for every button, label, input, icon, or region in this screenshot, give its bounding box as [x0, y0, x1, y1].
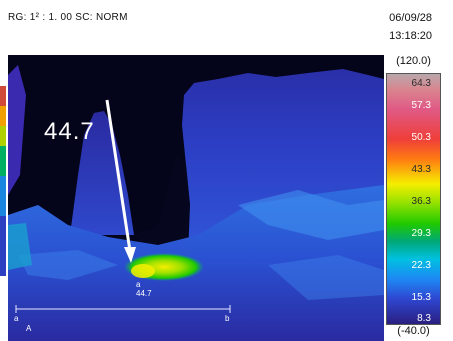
scale-tick: 43.3 — [411, 164, 431, 175]
scale-min-label: (-40.0) — [397, 325, 430, 337]
spot-temperature-label: 44.7 — [44, 118, 95, 145]
scale-tick: 50.3 — [411, 132, 431, 143]
range-readout: RG: 1² : 1. 00 SC: NORM — [8, 12, 128, 23]
scale-tick: 15.3 — [411, 292, 431, 303]
spot-marker-letter: a — [136, 280, 141, 289]
temperature-scale: (120.0) 64.3 57.3 50.3 43.3 36.3 29.3 22… — [386, 55, 441, 341]
scale-tick: 22.3 — [411, 260, 431, 271]
scale-tick: 57.3 — [411, 100, 431, 111]
thermal-image[interactable]: a 44.7 a b A 44.7 — [8, 55, 384, 341]
scale-tick: 36.3 — [411, 196, 431, 207]
time-readout: 13:18:20 — [389, 30, 432, 42]
area-label: A — [26, 324, 32, 333]
scale-max-label: (120.0) — [396, 55, 431, 67]
spot-marker-value: 44.7 — [136, 289, 152, 298]
info-header: RG: 1² : 1. 00 SC: NORM 06/09/28 13:18:2… — [0, 0, 453, 55]
line-end-label: b — [225, 314, 230, 323]
line-start-label: a — [14, 314, 19, 323]
right-edge-strip — [443, 55, 453, 341]
scale-tick: 64.3 — [411, 78, 431, 89]
scale-color-bar — [386, 73, 441, 325]
left-edge-strip — [0, 58, 8, 341]
date-readout: 06/09/28 — [389, 12, 432, 24]
scale-tick: 29.3 — [411, 228, 431, 239]
thermal-scene: a 44.7 a b A — [8, 55, 384, 341]
scale-tick: 8.3 — [417, 313, 431, 324]
